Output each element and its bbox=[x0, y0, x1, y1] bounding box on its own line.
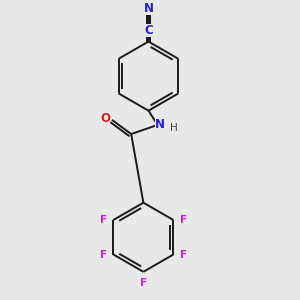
Text: F: F bbox=[100, 215, 107, 225]
Text: O: O bbox=[100, 112, 110, 125]
Text: N: N bbox=[155, 118, 165, 131]
Text: N: N bbox=[143, 2, 154, 15]
Text: F: F bbox=[180, 215, 187, 225]
Text: F: F bbox=[140, 278, 147, 288]
Text: F: F bbox=[180, 250, 187, 260]
Text: C: C bbox=[144, 24, 153, 37]
Text: H: H bbox=[170, 124, 178, 134]
Text: F: F bbox=[100, 250, 107, 260]
